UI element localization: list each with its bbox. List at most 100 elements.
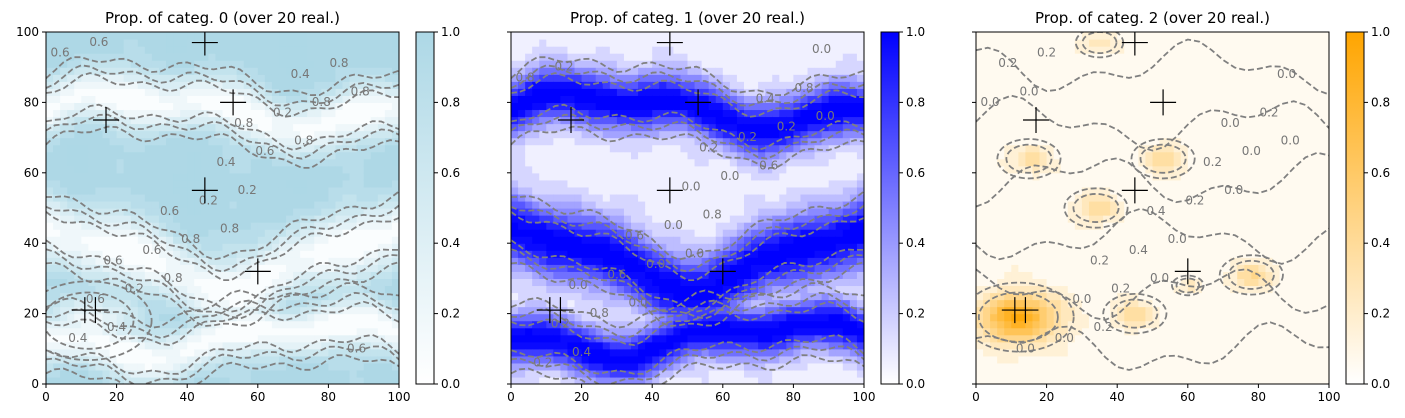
heatmap-cell xyxy=(257,123,266,132)
heatmap-cell xyxy=(567,67,576,75)
heatmap-cell xyxy=(356,222,365,230)
heatmap-cell xyxy=(356,95,365,103)
heatmap-cell xyxy=(314,116,322,125)
heatmap-cell xyxy=(631,102,639,111)
heatmap-cell xyxy=(222,74,231,82)
heatmap-cell xyxy=(793,278,802,287)
heatmap-cell xyxy=(779,144,787,153)
heatmap-cell xyxy=(772,151,780,160)
heatmap-cell xyxy=(623,355,632,364)
heatmap-cell xyxy=(567,271,576,279)
heatmap-cell xyxy=(814,362,823,371)
heatmap-cell xyxy=(821,95,830,103)
heatmap-cell xyxy=(349,208,358,216)
heatmap-cell xyxy=(518,264,526,272)
heatmap-cell xyxy=(257,158,266,167)
heatmap-cell xyxy=(532,236,540,244)
heatmap-cell xyxy=(574,250,583,258)
heatmap-cell xyxy=(751,320,759,329)
heatmap-cell xyxy=(814,208,823,216)
heatmap-cell xyxy=(736,222,745,230)
heatmap-cell xyxy=(588,250,597,258)
heatmap-cell xyxy=(609,53,618,61)
heatmap-cell xyxy=(532,271,540,279)
heatmap-cell xyxy=(560,264,569,272)
contour-line xyxy=(46,204,399,273)
heatmap-cell xyxy=(187,74,195,82)
heatmap-cell xyxy=(349,369,358,378)
heatmap-cell xyxy=(652,285,660,294)
heatmap-cell xyxy=(53,313,61,322)
heatmap-cell xyxy=(835,285,844,294)
heatmap-cell xyxy=(158,60,167,68)
contour-line xyxy=(46,103,399,151)
heatmap-cell xyxy=(46,53,54,61)
heatmap-cell xyxy=(758,200,766,209)
heatmap-cell xyxy=(102,67,111,75)
heatmap-cell xyxy=(264,257,273,265)
heatmap-cell xyxy=(751,116,759,125)
heatmap-cell xyxy=(67,264,75,272)
heatmap-cell xyxy=(800,130,809,139)
heatmap-cell xyxy=(130,285,139,294)
heatmap-cell xyxy=(511,158,519,167)
heatmap-cell xyxy=(363,285,372,294)
heatmap-cell xyxy=(645,327,653,336)
heatmap-cell xyxy=(201,320,209,329)
heatmap-cell xyxy=(588,222,597,230)
heatmap-cell xyxy=(173,341,181,350)
heatmap-cell xyxy=(321,95,329,103)
heatmap-cell xyxy=(201,327,209,336)
heatmap-cell xyxy=(370,369,379,378)
heatmap-cell xyxy=(123,229,132,237)
heatmap-cell xyxy=(74,81,82,89)
heatmap-cell xyxy=(680,186,689,195)
heatmap-cell xyxy=(623,278,632,287)
heatmap-cell xyxy=(144,271,153,279)
heatmap-cell xyxy=(250,95,259,103)
heatmap-cell xyxy=(835,158,844,167)
heatmap-cell xyxy=(694,257,703,265)
heatmap-cell xyxy=(765,102,773,111)
heatmap-cell xyxy=(687,109,696,118)
heatmap-cell xyxy=(243,123,252,132)
heatmap-cell xyxy=(173,158,181,167)
heatmap-cell xyxy=(158,236,167,244)
heatmap-cell xyxy=(765,271,773,279)
heatmap-cell xyxy=(116,60,125,68)
heatmap-cell xyxy=(814,264,823,272)
heatmap-cell xyxy=(814,116,823,125)
heatmap-cell xyxy=(95,109,104,118)
contour-lines xyxy=(46,56,399,384)
heatmap-cell xyxy=(123,116,132,125)
heatmap-cell xyxy=(800,292,809,301)
heatmap-cell xyxy=(363,137,372,146)
heatmap-cell xyxy=(144,88,153,96)
heatmap-cell xyxy=(687,285,696,294)
heatmap-cell xyxy=(335,144,344,153)
heatmap-cell xyxy=(286,81,294,89)
heatmap-cell xyxy=(567,313,576,322)
heatmap-cell xyxy=(46,327,54,336)
heatmap-cell xyxy=(60,334,68,343)
heatmap-cell xyxy=(659,95,667,103)
heatmap-cell xyxy=(187,109,195,118)
heatmap-cell xyxy=(645,144,653,153)
heatmap-cell xyxy=(201,200,209,209)
heatmap-cell xyxy=(602,186,611,195)
heatmap-cell xyxy=(81,46,89,54)
heatmap-cell xyxy=(151,137,160,146)
heatmap-cell xyxy=(363,215,372,223)
heatmap-cell xyxy=(215,32,224,40)
heatmap-cell xyxy=(328,285,337,294)
heatmap-cell xyxy=(278,193,287,202)
contour-label: 0.8 xyxy=(220,222,239,236)
heatmap-cell xyxy=(377,215,386,223)
heatmap-cell xyxy=(321,334,329,343)
heatmap-cell xyxy=(328,137,337,146)
heatmap-cell xyxy=(130,278,139,287)
heatmap-cell xyxy=(349,53,358,61)
heatmap-cell xyxy=(137,39,146,47)
heatmap-cell xyxy=(342,348,351,357)
heatmap-cell xyxy=(645,137,653,146)
